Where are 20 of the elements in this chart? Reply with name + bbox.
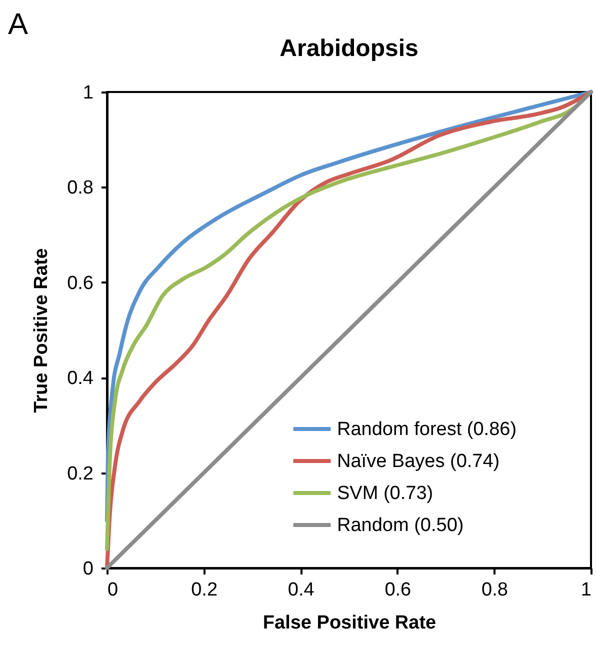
legend-label: Random (0.50) (337, 515, 464, 536)
x-tick-label: 1 (580, 580, 592, 600)
legend-label: SVM (0.73) (337, 483, 434, 504)
y-tick-label: 0 (82, 558, 94, 580)
x-tick-label: 0 (108, 580, 118, 600)
legend-label: Naïve Bayes (0.74) (337, 451, 500, 472)
x-tick-label: 0.6 (384, 580, 412, 600)
y-axis-title: True Positive Rate (31, 248, 52, 413)
legend-label: Random forest (0.86) (337, 419, 517, 440)
y-tick-label: 1 (82, 82, 94, 104)
y-tick-label: 0.2 (67, 463, 94, 484)
x-tick-label: 0.8 (481, 580, 508, 600)
x-tick-label: 0.4 (288, 580, 315, 600)
chart-title: Arabidopsis (280, 35, 418, 62)
y-tick-label: 0.8 (67, 178, 94, 199)
y-tick-label: 0.4 (67, 368, 94, 390)
y-tick-label: 0.6 (67, 272, 94, 294)
x-axis-title: False Positive Rate (262, 612, 436, 634)
text: A (8, 8, 28, 42)
x-tick-label: 0.2 (191, 580, 218, 600)
